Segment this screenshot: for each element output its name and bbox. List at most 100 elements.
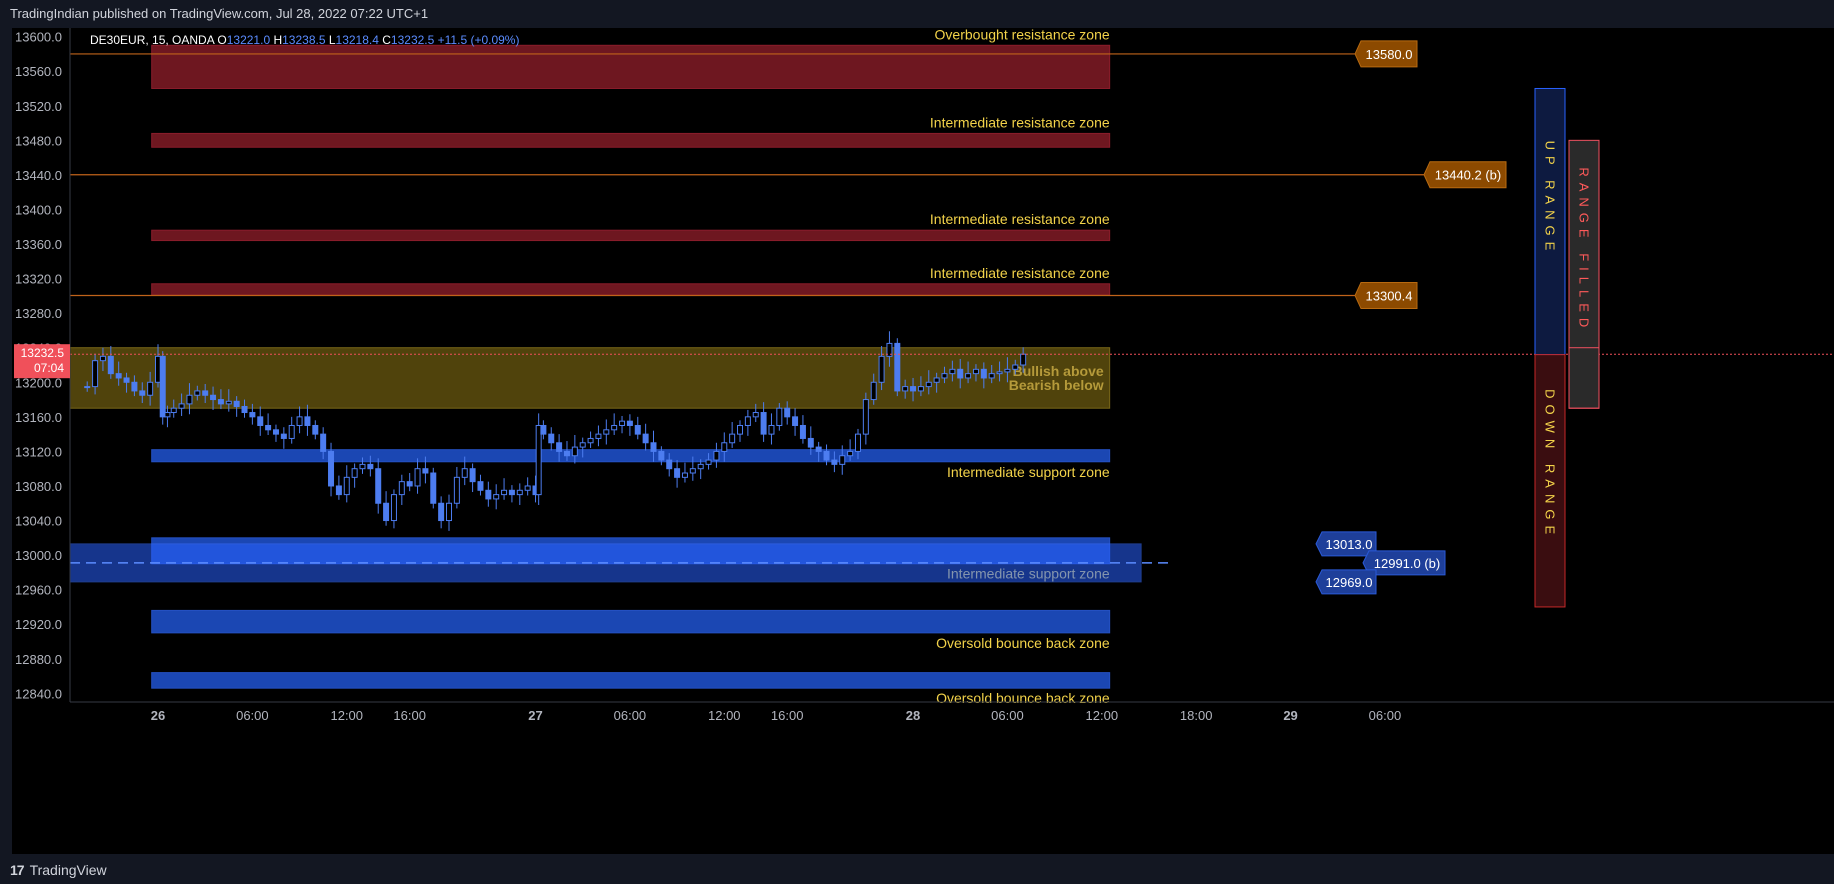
level-label-1: 13440.2 (b)	[1435, 168, 1502, 183]
candle-body-68	[603, 429, 610, 435]
y-tick-label-13: 13360.0	[15, 237, 62, 252]
candle-body-0	[84, 386, 91, 389]
candle-body-67	[595, 433, 602, 439]
candle-body-26	[280, 433, 287, 439]
candle-body-21	[241, 405, 248, 414]
position-tag-0	[1315, 531, 1377, 557]
candle-body-55	[508, 489, 515, 496]
y-tick-label-8: 13160.0	[15, 410, 62, 425]
zone-resistance-2	[151, 229, 1111, 242]
candle-body-45	[430, 472, 437, 504]
candle-body-116	[980, 368, 987, 379]
candle-body-89	[768, 424, 775, 435]
candle-body-28	[296, 416, 303, 426]
position-label-0: 13013.0	[1326, 537, 1373, 552]
legend-part-4: 13238.5	[282, 33, 329, 47]
candle-body-47	[446, 502, 453, 522]
candle-body-42	[406, 481, 413, 487]
candle-body-101	[862, 399, 869, 435]
published-line: TradingIndian published on TradingView.c…	[10, 6, 429, 21]
zone-label-7: Oversold bounce back zone	[936, 635, 1110, 651]
candle-body-35	[351, 468, 358, 478]
candle-body-3	[107, 355, 114, 375]
y-tick-label-11: 13280.0	[15, 306, 62, 321]
legend-part-2: 13221.0	[227, 33, 274, 47]
x-tick-label-2: 12:00	[330, 708, 363, 723]
candle-body-44	[422, 468, 429, 474]
range-filled-marker	[1568, 347, 1600, 409]
candle-body-32	[328, 450, 335, 487]
y-tick-label-1: 12880.0	[15, 652, 62, 667]
y-tick-label-15: 13440.0	[15, 168, 62, 183]
x-tick-label-8: 28	[906, 708, 920, 723]
x-tick-label-1: 06:00	[236, 708, 269, 723]
candle-body-71	[626, 420, 633, 426]
candle-body-37	[367, 463, 374, 470]
candle-body-88	[760, 412, 767, 435]
y-tick-label-19: 13600.0	[15, 30, 62, 45]
x-tick-label-13: 06:00	[1369, 708, 1402, 723]
candle-body-97	[831, 459, 838, 465]
candle-body-48	[453, 476, 460, 504]
candle-body-66	[587, 437, 594, 444]
candle-body-107	[910, 386, 917, 392]
candle-body-72	[634, 424, 641, 435]
legend-part-6: 13218.4	[336, 33, 383, 47]
candle-body-7	[139, 390, 146, 396]
zone-label-4: Bullish above	[1013, 363, 1104, 379]
candle-body-76	[666, 459, 673, 470]
candle-body-61	[548, 433, 555, 444]
zone-support-5	[151, 449, 1111, 463]
candle-body-52	[485, 489, 492, 500]
candle-body-95	[815, 446, 822, 452]
candle-body-83	[721, 442, 728, 452]
candle-body-65	[579, 442, 586, 448]
candle-body-119	[1004, 368, 1011, 373]
price-chart[interactable]: Overbought resistance zone Intermediate r…	[12, 28, 1834, 854]
candle-body-103	[878, 355, 885, 383]
current-price-label: 13232.5	[21, 346, 65, 360]
y-tick-label-18: 13560.0	[15, 64, 62, 79]
candle-body-4	[115, 373, 122, 379]
y-tick-label-5: 13040.0	[15, 514, 62, 529]
candle-body-87	[752, 412, 759, 418]
x-tick-label-3: 16:00	[393, 708, 426, 723]
zone-label-2: Intermediate resistance zone	[930, 211, 1110, 227]
x-tick-label-7: 16:00	[771, 708, 804, 723]
position-tag-2	[1315, 569, 1377, 595]
candle-body-75	[658, 450, 665, 461]
zone-label-8: Oversold bounce back zone	[936, 690, 1110, 706]
candle-body-41	[398, 481, 405, 496]
candle-body-106	[902, 386, 909, 392]
x-tick-label-12: 29	[1283, 708, 1297, 723]
range-bar-label-up-range: UP RANGE	[1543, 141, 1558, 257]
candle-body-2	[99, 355, 106, 362]
candle-body-57	[524, 485, 531, 491]
candle-body-81	[705, 459, 712, 465]
y-tick-label-0: 12840.0	[15, 686, 62, 701]
candle-body-53	[493, 494, 500, 500]
level-label-2: 13300.4	[1366, 289, 1413, 304]
x-tick-label-0: 26	[151, 708, 165, 723]
legend-part-1: O	[217, 33, 226, 47]
candle-body-34	[343, 476, 350, 496]
candle-body-108	[917, 386, 924, 392]
tradingview-logo[interactable]: 17 TradingView	[10, 856, 107, 884]
candle-body-102	[870, 381, 877, 401]
candle-body-110	[933, 377, 940, 383]
candle-body-27	[288, 424, 295, 439]
candle-body-60	[540, 424, 547, 435]
zone-resistance-1	[151, 132, 1111, 148]
tradingview-logo-icon: 17	[10, 862, 25, 878]
legend-part-3: H	[273, 33, 282, 47]
range-bar-up-range	[1534, 87, 1566, 356]
candle-body-114	[965, 373, 972, 379]
candle-body-113	[957, 368, 964, 379]
candle-body-115	[972, 368, 979, 375]
candle-body-62	[556, 442, 563, 452]
candle-body-100	[854, 433, 861, 452]
ohlc-legend[interactable]: DE30EUR, 15, OANDA O13221.0 H13238.5 L13…	[90, 33, 519, 47]
y-tick-label-6: 13080.0	[15, 479, 62, 494]
x-tick-label-6: 12:00	[708, 708, 741, 723]
x-tick-label-4: 27	[528, 708, 542, 723]
